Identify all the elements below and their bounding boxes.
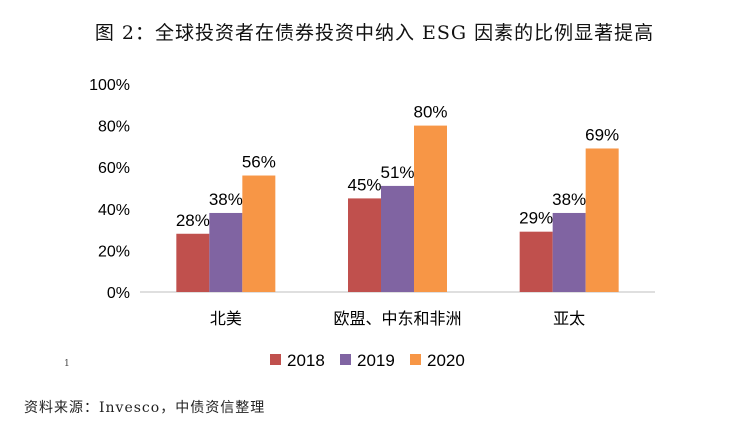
- legend-swatch: [270, 354, 281, 365]
- data-label: 69%: [585, 125, 619, 144]
- legend-swatch: [340, 354, 351, 365]
- data-label: 29%: [519, 209, 553, 228]
- bar-2019: [552, 212, 586, 292]
- bar-2018: [176, 233, 210, 292]
- bar-2020: [585, 148, 619, 292]
- x-tick-label: 北美: [210, 309, 242, 328]
- bar-2020: [414, 125, 447, 292]
- data-label: 38%: [209, 190, 243, 209]
- legend-label: 2019: [357, 351, 395, 370]
- y-tick-label: 40%: [98, 202, 130, 219]
- data-label: 80%: [413, 103, 447, 122]
- bar-2020: [242, 175, 276, 292]
- footnote-mark: 1: [64, 359, 70, 369]
- x-tick-label: 亚太: [553, 309, 585, 328]
- data-label: 51%: [380, 163, 414, 182]
- bar-2019: [381, 185, 414, 292]
- y-tick-label: 0%: [107, 285, 130, 302]
- data-label: 38%: [552, 190, 586, 209]
- x-tick-label: 欧盟、中东和非洲: [333, 309, 461, 328]
- y-tick-label: 20%: [98, 243, 130, 260]
- bar-2018: [519, 231, 553, 292]
- data-label: 56%: [242, 153, 276, 172]
- chart-title: 图 2：全球投资者在债券投资中纳入 ESG 因素的比例显著提高: [94, 22, 655, 44]
- bar-2019: [209, 212, 243, 292]
- data-label: 45%: [347, 175, 381, 194]
- y-tick-label: 100%: [89, 77, 130, 94]
- legend-swatch: [410, 354, 421, 365]
- legend-label: 2020: [427, 351, 465, 370]
- bar-2018: [348, 198, 381, 292]
- legend-label: 2018: [287, 351, 325, 370]
- source-note: 资料来源：Invesco，中债资信整理: [24, 400, 266, 416]
- data-label: 28%: [176, 211, 210, 230]
- y-tick-label: 80%: [98, 119, 130, 136]
- y-tick-label: 60%: [98, 160, 130, 177]
